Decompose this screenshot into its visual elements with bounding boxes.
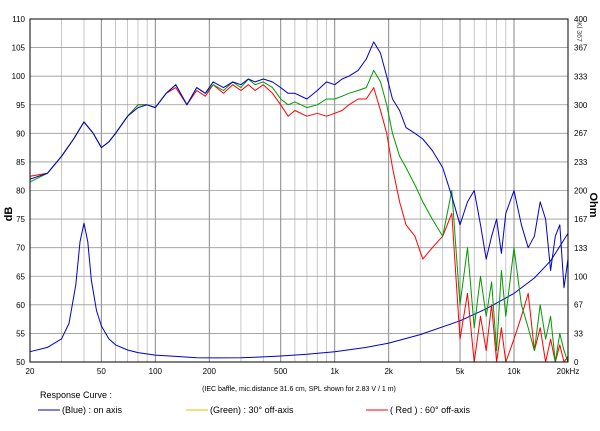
y-tick-label-right: 400 bbox=[574, 15, 588, 24]
tick-labels: 50 55 60 65 70 75 80 85 90 95 100 105 110 0 33 67 100 133… bbox=[12, 15, 588, 376]
legend-entry-red: ( Red ) : 60° off-axis bbox=[390, 405, 470, 415]
y-tick-label-left: 80 bbox=[16, 187, 25, 196]
y-tick-label-right: 200 bbox=[574, 187, 588, 196]
x-tick-label: 20kHz bbox=[557, 367, 580, 376]
x-tick-label: 10k bbox=[508, 367, 522, 376]
left-axis-label: dB bbox=[3, 207, 15, 222]
series-line-blue-on-axis bbox=[29, 41, 569, 289]
y-tick-label-right: 267 bbox=[574, 129, 588, 138]
legend: Response Curve : (Blue) : on axis (Green… bbox=[38, 390, 470, 415]
x-tick-label: 50 bbox=[97, 367, 106, 376]
y-tick-label-left: 90 bbox=[16, 129, 25, 138]
y-tick-label-left: 50 bbox=[16, 358, 25, 367]
series-line-green-30deg bbox=[29, 69, 569, 363]
legend-entry-blue: (Blue) : on axis bbox=[62, 405, 123, 415]
x-tick-label: 200 bbox=[203, 367, 217, 376]
watermark-text: Kl 367 bbox=[575, 22, 582, 42]
y-tick-label-left: 55 bbox=[16, 329, 25, 338]
y-tick-label-right: 133 bbox=[574, 244, 588, 253]
y-tick-label-left: 70 bbox=[16, 244, 25, 253]
y-tick-label-left: 100 bbox=[12, 72, 26, 81]
right-axis-label: Ohm bbox=[587, 192, 599, 217]
y-tick-label-right: 0 bbox=[574, 358, 579, 367]
measurement-note: (IEC baffle, mic.distance 31.6 cm, SPL s… bbox=[202, 386, 396, 393]
y-tick-label-left: 60 bbox=[16, 301, 25, 310]
y-tick-label-right: 367 bbox=[574, 43, 588, 52]
legend-title: Response Curve : bbox=[40, 390, 112, 400]
y-tick-label-left: 65 bbox=[16, 272, 25, 281]
y-tick-label-right: 33 bbox=[574, 330, 583, 339]
y-tick-label-right: 167 bbox=[574, 215, 588, 224]
x-tick-label: 100 bbox=[149, 367, 163, 376]
y-tick-label-left: 85 bbox=[16, 158, 25, 167]
plot-frame bbox=[29, 18, 569, 363]
x-tick-label: 2k bbox=[384, 367, 393, 376]
x-tick-label: 20 bbox=[26, 367, 35, 376]
y-tick-label-left: 95 bbox=[16, 101, 25, 110]
y-tick-label-right: 233 bbox=[574, 158, 588, 167]
x-tick-label: 500 bbox=[274, 367, 288, 376]
series-line-impedance bbox=[29, 222, 569, 359]
y-tick-label-right: 100 bbox=[574, 272, 588, 281]
series-group bbox=[29, 41, 569, 363]
y-tick-label-right: 300 bbox=[574, 101, 588, 110]
legend-entry-green: (Green) : 30° off-axis bbox=[210, 405, 294, 415]
y-tick-label-left: 75 bbox=[16, 215, 25, 224]
series-line-red-60deg bbox=[29, 84, 569, 363]
y-tick-label-left: 110 bbox=[12, 15, 25, 24]
y-tick-label-left: 105 bbox=[12, 44, 26, 53]
y-tick-label-right: 67 bbox=[574, 301, 583, 310]
x-tick-label: 1k bbox=[330, 367, 339, 376]
x-tick-label: 5k bbox=[456, 367, 465, 376]
y-tick-label-right: 333 bbox=[574, 72, 588, 81]
